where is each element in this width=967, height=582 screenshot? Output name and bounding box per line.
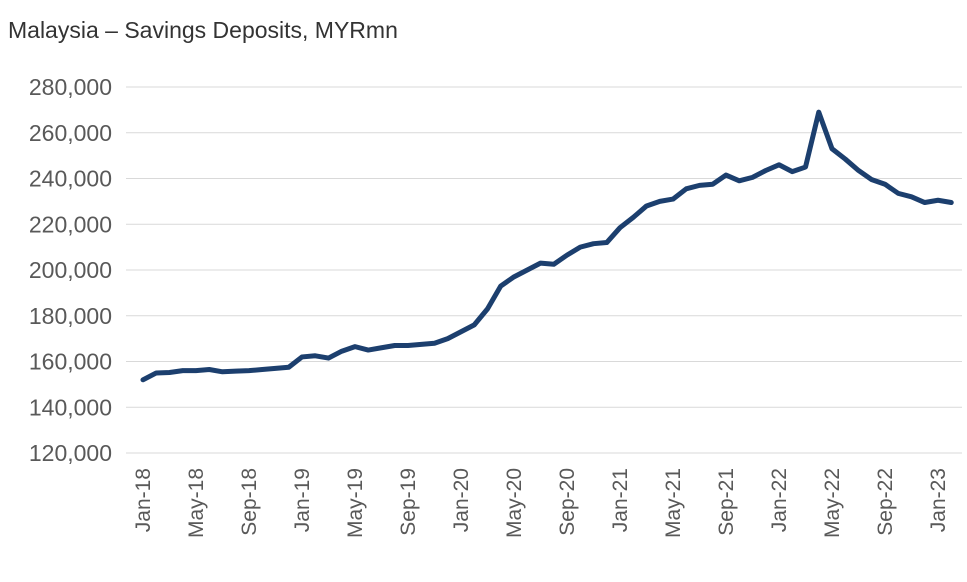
x-tick-label: May-22	[821, 468, 844, 538]
y-tick-label: 200,000	[29, 257, 112, 283]
x-tick-label: Sep-19	[397, 468, 420, 536]
y-tick-label: 260,000	[29, 120, 112, 146]
x-tick-label: Sep-22	[874, 468, 897, 536]
x-tick-label: Jan-21	[609, 468, 632, 532]
y-tick-label: 220,000	[29, 211, 112, 237]
x-tick-label: May-21	[662, 468, 685, 538]
x-tick-label: May-19	[344, 468, 367, 538]
y-tick-label: 280,000	[29, 74, 112, 100]
x-tick-label: May-20	[503, 468, 526, 538]
x-tick-label: Sep-20	[556, 468, 579, 536]
x-tick-label: Jan-23	[927, 468, 950, 532]
line	[140, 109, 954, 383]
x-tick-label: Jan-19	[291, 468, 314, 532]
y-tick-label: 140,000	[29, 394, 112, 420]
x-tick-label: Sep-21	[715, 468, 738, 536]
x-tick-label: Jan-22	[768, 468, 791, 532]
x-tick-label: Sep-18	[238, 468, 261, 536]
x-tick-label: Jan-18	[132, 468, 155, 532]
y-tick-label: 240,000	[29, 166, 112, 192]
x-tick-label: Jan-20	[450, 468, 473, 532]
chart-title: Malaysia – Savings Deposits, MYRmn	[8, 17, 398, 43]
y-tick-label: 160,000	[29, 349, 112, 375]
y-tick-label: 180,000	[29, 303, 112, 329]
y-tick-label: 120,000	[29, 440, 112, 466]
x-tick-label: May-18	[185, 468, 208, 538]
